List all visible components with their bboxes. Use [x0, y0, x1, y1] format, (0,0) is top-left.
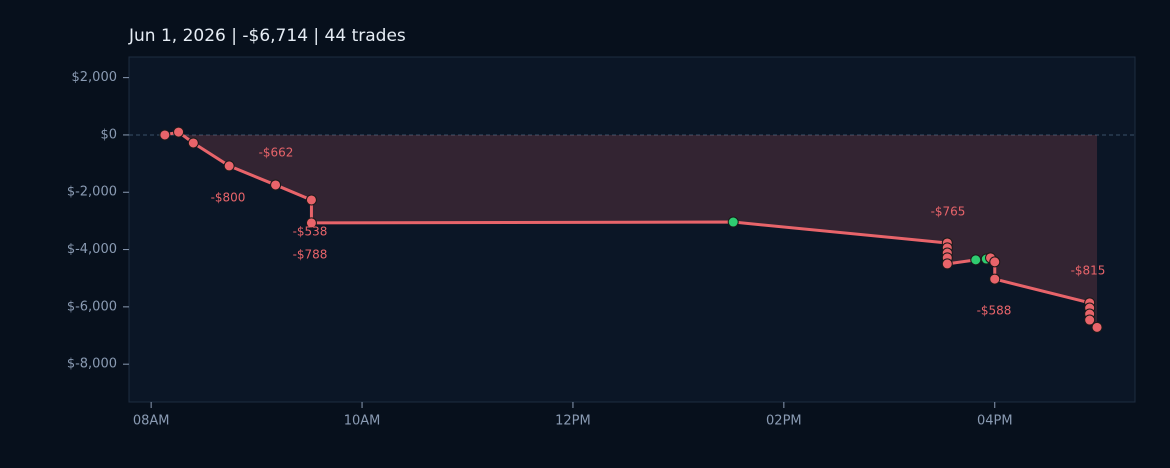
- y-tick-label: $-6,000: [67, 299, 117, 314]
- y-tick-label: $0: [100, 127, 117, 142]
- trade-point: [970, 254, 982, 266]
- trade-annotation: -$800: [211, 191, 246, 205]
- trade-annotation: -$538: [293, 225, 328, 239]
- chart-title: Jun 1, 2026 | -$6,714 | 44 trades: [128, 26, 406, 46]
- trade-point: [989, 256, 1001, 268]
- trade-point: [989, 273, 1001, 285]
- x-tick-label: 12PM: [555, 414, 591, 429]
- plot-area: [128, 56, 1136, 403]
- trade-point: [270, 179, 282, 191]
- y-tick-label: $2,000: [72, 70, 118, 85]
- y-tick-label: $-8,000: [67, 357, 117, 372]
- trade-annotation: -$815: [1071, 264, 1106, 278]
- trade-point: [305, 217, 317, 229]
- trade-point: [305, 194, 317, 206]
- trade-point: [1084, 314, 1096, 326]
- trade-point: [727, 216, 739, 228]
- trade-point: [941, 258, 953, 270]
- trade-annotation: -$588: [977, 304, 1012, 318]
- x-tick-label: 10AM: [344, 414, 381, 429]
- trade-point: [173, 126, 185, 138]
- y-tick-label: $-2,000: [67, 185, 117, 200]
- trade-annotation: -$662: [259, 146, 294, 160]
- x-tick-label: 08AM: [133, 414, 170, 429]
- loss-area: [164, 132, 1098, 328]
- trade-annotation: -$765: [931, 205, 966, 219]
- trade-annotation: -$788: [293, 248, 328, 262]
- trade-point: [1091, 321, 1103, 333]
- y-tick-label: $-4,000: [67, 242, 117, 257]
- x-tick-label: 04PM: [977, 414, 1013, 429]
- trade-point: [187, 137, 199, 149]
- x-tick-label: 02PM: [766, 414, 802, 429]
- trade-point: [223, 160, 235, 172]
- trade-point: [159, 129, 171, 141]
